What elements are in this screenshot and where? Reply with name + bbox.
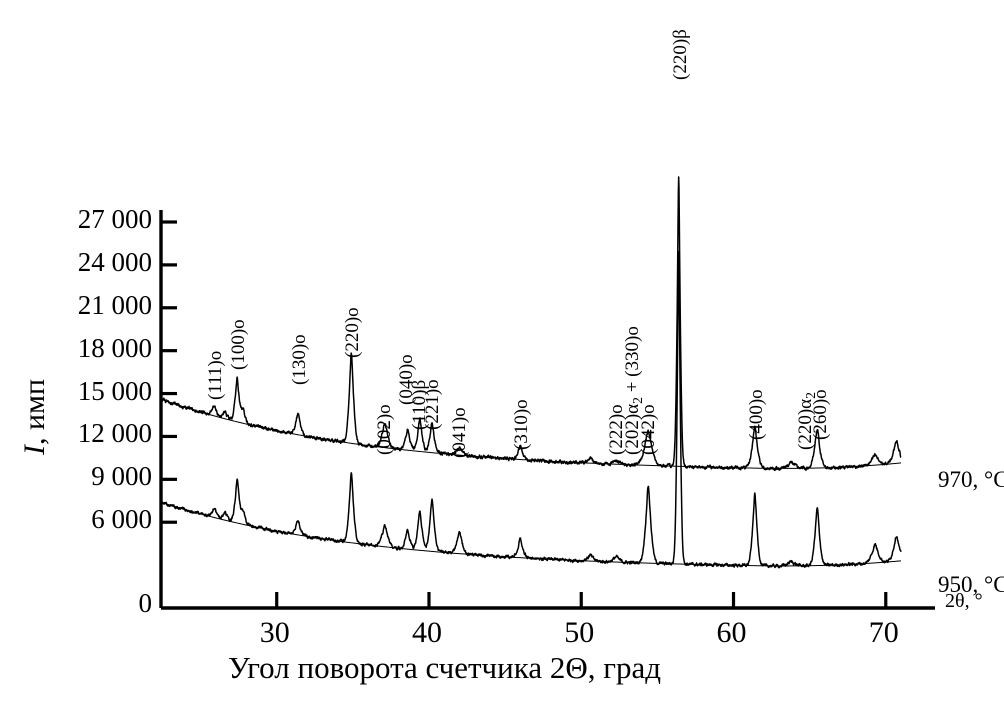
peak-annotation: (260)o [809, 389, 831, 440]
series-curve-1 [161, 251, 902, 569]
peak-annotation: (042)o [637, 404, 659, 455]
peak-annotation: (130)o [289, 334, 311, 385]
peak-annotation: (400)o [745, 389, 767, 440]
y-zero-label: 0 [138, 588, 153, 618]
y-tick-label: 6 000 [91, 504, 152, 535]
peak-annotation: (220)β [669, 29, 691, 80]
peak-annotation: (002)o [374, 404, 396, 455]
x-axis-title: Угол поворота счетчика 2Θ, град [228, 650, 661, 685]
series-curve-0 [161, 176, 902, 472]
series-baseline-1 [161, 501, 902, 567]
x-tick-label: 60 [716, 616, 747, 649]
peak-annotation: (100)o [228, 319, 250, 370]
series-label-0: 970, °C [938, 467, 1004, 492]
y-tick-label: 27 000 [77, 204, 152, 234]
y-tick-label: 21 000 [77, 289, 152, 320]
curves-group [161, 176, 902, 569]
y-tick-label: 9 000 [91, 461, 152, 492]
y-tick-label: 18 000 [77, 332, 152, 363]
axes-group [159, 210, 935, 610]
x-tick-label: 50 [564, 616, 595, 649]
peak-annotation: (041)o [448, 407, 470, 458]
x-axis-end-label: 2θ, ° [945, 590, 983, 612]
x-tick-label: 70 [868, 616, 899, 649]
y-tick-label: 15 000 [77, 375, 152, 406]
peak-annotation: (220)o [342, 307, 364, 358]
series-label-1: 950, °C [938, 572, 1004, 597]
peak-annotation: (310)o [511, 399, 533, 450]
peak-annotation: (221)o [421, 379, 443, 430]
peak-annotation: (111)o [205, 350, 227, 400]
y-tick-label: 24 000 [77, 246, 152, 277]
y-tick-label: 12 000 [77, 418, 152, 449]
x-tick-label: 40 [411, 616, 442, 649]
x-tick-label: 30 [259, 616, 290, 649]
